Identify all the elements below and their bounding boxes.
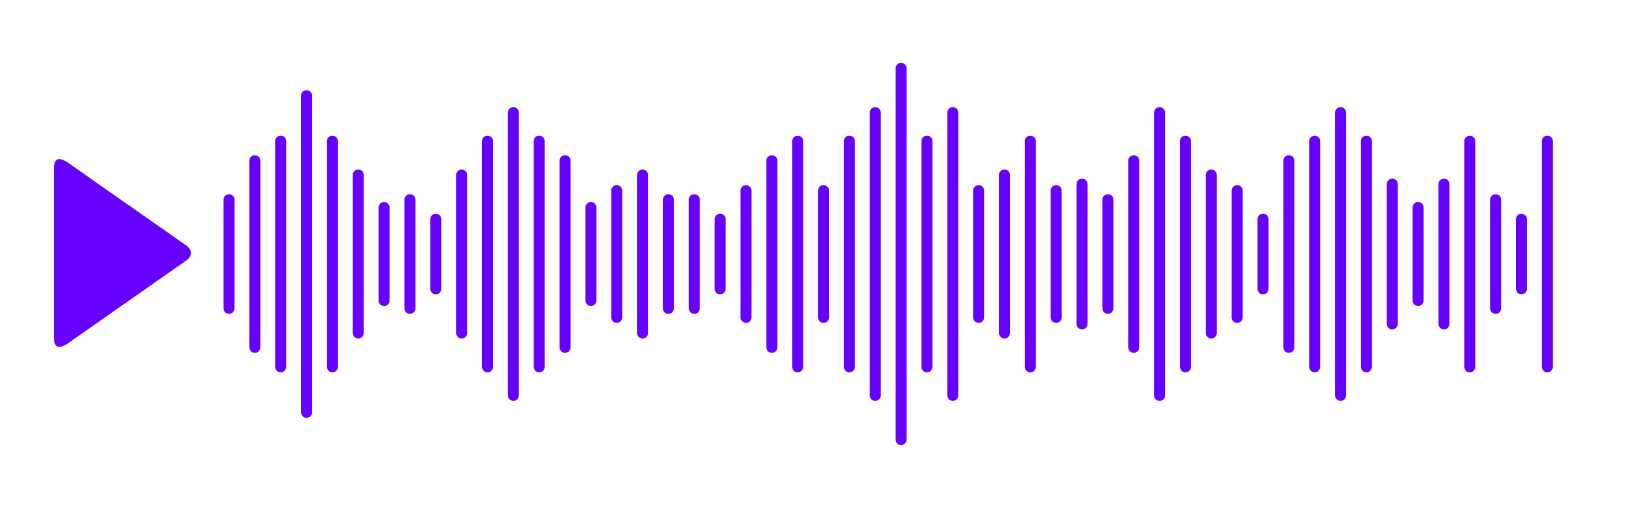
- waveform-bar-core: [329, 140, 336, 368]
- waveform-bar-core: [1053, 190, 1060, 318]
- waveform-bar-core: [226, 199, 232, 309]
- waveform-bar-core: [381, 207, 388, 301]
- waveform-bar-core: [510, 112, 517, 396]
- waveform-bar-core: [1440, 183, 1447, 325]
- waveform-bar-core: [1311, 140, 1318, 368]
- waveform-bar-core: [1389, 183, 1396, 325]
- waveform-bar-core: [484, 140, 491, 368]
- waveform-bar-core: [923, 140, 930, 368]
- waveform-bar-core: [898, 67, 905, 441]
- waveform-bar-core: [1518, 218, 1525, 290]
- play-button[interactable]: [54, 159, 191, 347]
- waveform-bar-core: [1544, 140, 1551, 368]
- waveform-bar-core: [1466, 140, 1473, 368]
- waveform-bar-core: [1285, 160, 1292, 348]
- waveform-bar-core: [717, 218, 724, 290]
- waveform-bar-core: [251, 160, 258, 348]
- waveform-bar-core: [743, 190, 749, 318]
- waveform-bar-core: [1492, 199, 1499, 309]
- waveform-bar-core: [1415, 207, 1422, 301]
- waveform-bar-core: [432, 218, 439, 290]
- waveform-bar-core: [613, 190, 620, 318]
- waveform-bar-core: [1156, 112, 1163, 396]
- waveform-bars: [223, 62, 1553, 446]
- waveform-bar-core: [1104, 199, 1111, 309]
- waveform-bar-core: [562, 160, 569, 348]
- waveform-bar-core: [1130, 160, 1137, 348]
- waveform-bar-core: [975, 190, 982, 318]
- waveform-bar-core: [303, 95, 310, 413]
- waveform-bar-core: [587, 207, 594, 301]
- waveform-bar-core: [1363, 140, 1370, 368]
- waveform-bar-core: [277, 140, 284, 368]
- waveform-bar-core: [1337, 112, 1344, 396]
- waveform-bar-core: [949, 112, 956, 396]
- waveform-bar-core: [1208, 174, 1215, 334]
- waveform-bar-core: [1001, 174, 1008, 334]
- waveform-bar-core: [665, 199, 672, 309]
- waveform-bar-core: [1027, 140, 1034, 368]
- waveform-bar-core: [458, 174, 465, 334]
- waveform-bar-core: [846, 140, 853, 368]
- play-icon: [54, 159, 191, 347]
- waveform-bar-core: [1182, 140, 1189, 368]
- waveform-bar-core: [1234, 190, 1241, 318]
- waveform-bar-core: [820, 190, 827, 318]
- waveform-bar-core: [536, 140, 543, 368]
- waveform-bar-core: [691, 199, 698, 309]
- waveform-bar-core: [872, 112, 879, 396]
- waveform-bar-core: [355, 174, 362, 334]
- waveform-bar-core: [794, 140, 801, 368]
- waveform-bar-core: [639, 174, 646, 334]
- waveform-bar-core: [768, 160, 775, 348]
- waveform-bar-core: [1079, 183, 1086, 325]
- waveform-bar-core: [1260, 218, 1266, 290]
- waveform-bar-core: [406, 199, 413, 309]
